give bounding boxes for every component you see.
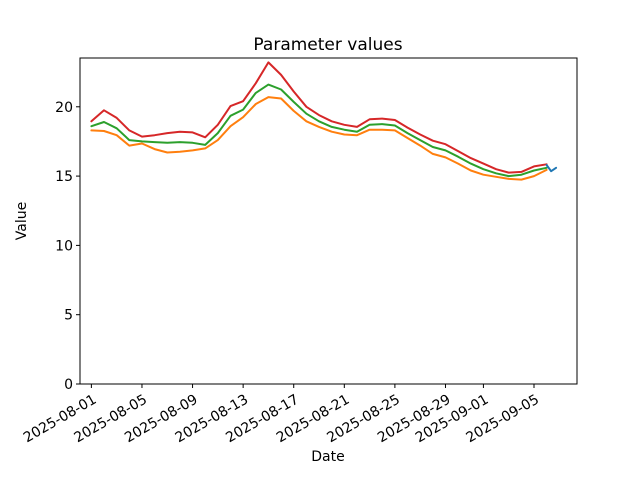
plot-layer: 051015202025-08-012025-08-052025-08-0920… [21,57,578,446]
series-blue-end-line [545,164,558,173]
series-orange-line [90,96,548,181]
y-tick-label: 0 [64,377,73,393]
plot-border [79,57,578,385]
x-axis-label: Date [311,449,344,465]
y-tick-label: 5 [64,308,73,324]
y-tick-label: 20 [55,100,73,116]
y-axis-label: Value [14,202,30,240]
y-tick-label: 15 [55,169,73,185]
series-red-line [90,61,548,174]
series-green-line [90,83,548,178]
chart-title: Parameter values [253,35,402,55]
y-tick-label: 10 [55,238,73,254]
